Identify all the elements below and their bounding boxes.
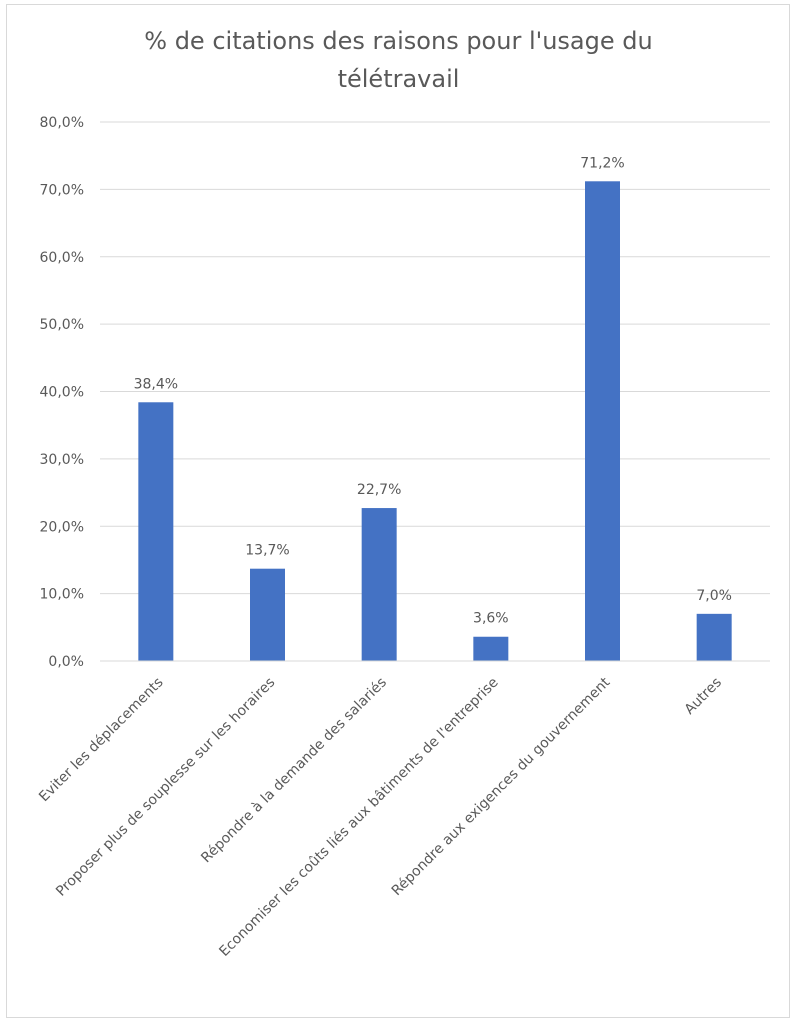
bar [361, 508, 397, 661]
y-tick-label: 80,0% [40, 115, 84, 131]
y-tick-label: 20,0% [40, 519, 84, 535]
category-label: Répondre aux exigences du gouvernement [389, 674, 614, 899]
data-label: 71,2% [580, 155, 624, 171]
data-label: 22,7% [357, 482, 401, 498]
chart-title: % de citations des raisons pour l'usage … [0, 22, 797, 98]
y-tick-label: 10,0% [40, 587, 84, 603]
bar [585, 181, 620, 662]
y-tick-label: 0,0% [48, 654, 84, 670]
bar [138, 402, 174, 661]
y-tick-label: 40,0% [40, 385, 84, 401]
data-label: 38,4% [134, 376, 178, 392]
chart-title-line-2: télétravail [337, 65, 460, 93]
y-tick-label: 70,0% [40, 182, 84, 198]
bar [696, 613, 732, 661]
y-tick-label: 60,0% [40, 250, 84, 266]
data-label: 7,0% [696, 588, 732, 604]
y-tick-label: 30,0% [40, 452, 84, 468]
y-tick-label: 50,0% [40, 317, 84, 333]
bar [250, 568, 285, 661]
data-label: 3,6% [473, 611, 509, 627]
bar [473, 636, 509, 661]
data-label: 13,7% [245, 543, 289, 559]
category-label: Autres [682, 675, 725, 718]
category-label: Répondre à la demande des salariés [198, 675, 390, 867]
chart-frame [6, 4, 790, 1018]
chart-title-line-1: % de citations des raisons pour l'usage … [144, 27, 653, 55]
category-label: Proposer plus de souplesse sur les horai… [53, 675, 278, 900]
category-label: Eviter les déplacements [36, 675, 167, 806]
